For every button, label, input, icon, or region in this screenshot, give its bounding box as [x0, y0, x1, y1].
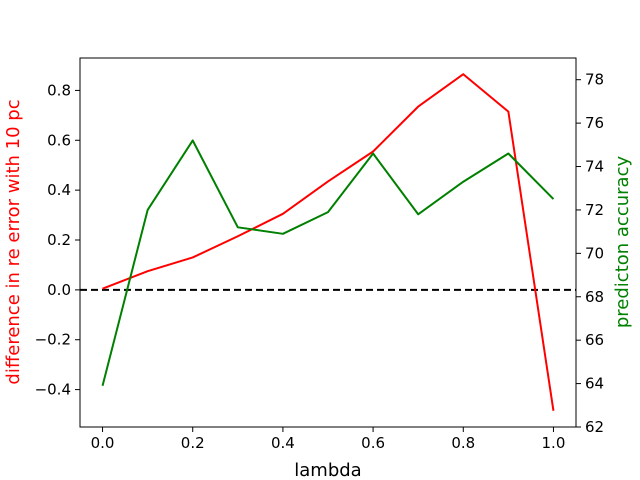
y-right-tick-label: 66	[585, 331, 604, 349]
y-left-tick-label: −0.4	[35, 381, 71, 399]
y-left-tick-label: 0.0	[47, 281, 71, 299]
y-right-axis-label: predicton accuracy	[612, 156, 633, 329]
y-left-tick-label: 0.6	[47, 131, 71, 149]
x-tick-label: 0.8	[451, 434, 475, 452]
x-axis-label: lambda	[294, 460, 361, 480]
y-right-tick-label: 62	[585, 418, 604, 436]
y-right-tick-label: 64	[585, 375, 604, 393]
y-left-tick-label: −0.2	[35, 331, 71, 349]
x-axis: 0.0 0.2 0.4 0.6 0.8 1.0	[91, 427, 566, 452]
y-left-tick-label: 0.8	[47, 81, 71, 99]
series-line-left	[102, 73, 555, 411]
y-left-axis-label: difference in re error with 10 pc	[3, 99, 24, 384]
y-right-axis: 62 64 66 68 70 72 74 76 78	[576, 71, 604, 436]
y-right-tick-label: 72	[585, 201, 604, 219]
series-line-right	[101, 139, 555, 387]
plot-border	[79, 57, 577, 428]
x-tick-label: 0.0	[91, 434, 115, 452]
plot-frame	[79, 57, 577, 428]
y-left-tick-label: 0.2	[47, 231, 71, 249]
y-right-tick-label: 76	[585, 114, 604, 132]
x-tick-label: 0.4	[271, 434, 295, 452]
y-left-axis: −0.4 −0.2 0.0 0.2 0.4 0.6 0.8	[35, 81, 80, 399]
y-right-tick-label: 70	[585, 244, 604, 262]
x-tick-label: 0.2	[181, 434, 205, 452]
y-left-tick-label: 0.4	[47, 181, 71, 199]
x-tick-label: 1.0	[542, 434, 566, 452]
series-layer	[101, 73, 555, 411]
x-tick-label: 0.6	[361, 434, 385, 452]
y-right-tick-label: 78	[585, 71, 604, 89]
y-right-tick-label: 68	[585, 288, 604, 306]
y-right-tick-label: 74	[585, 158, 604, 176]
